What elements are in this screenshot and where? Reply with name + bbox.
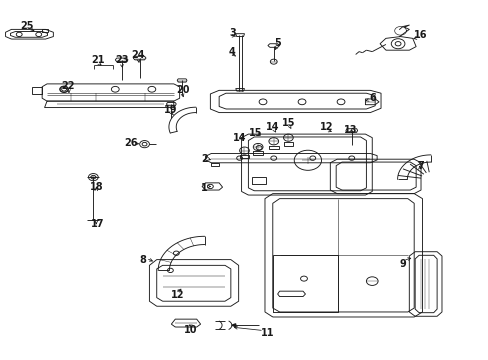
Text: 23: 23 (115, 55, 128, 65)
Text: 17: 17 (90, 219, 104, 229)
Text: 12: 12 (319, 122, 332, 132)
Text: 26: 26 (124, 139, 138, 148)
Text: 1: 1 (201, 183, 207, 193)
Text: 9: 9 (399, 259, 406, 269)
Text: 15: 15 (248, 128, 262, 138)
Text: 6: 6 (368, 93, 375, 103)
Text: 14: 14 (265, 122, 279, 132)
Text: 10: 10 (184, 325, 197, 335)
Text: 13: 13 (344, 125, 357, 135)
Text: 16: 16 (413, 30, 427, 40)
Text: 21: 21 (91, 55, 105, 65)
Text: 24: 24 (131, 50, 144, 60)
Text: 15: 15 (281, 118, 295, 128)
Text: 8: 8 (140, 255, 146, 265)
Text: 12: 12 (170, 291, 183, 301)
Text: 2: 2 (201, 154, 207, 164)
Text: 5: 5 (274, 38, 281, 48)
Text: 22: 22 (61, 81, 75, 91)
Text: 19: 19 (163, 105, 177, 115)
Text: 7: 7 (417, 161, 424, 171)
Text: 11: 11 (261, 328, 274, 338)
Text: 20: 20 (176, 85, 189, 95)
Text: 18: 18 (90, 182, 104, 192)
Text: 3: 3 (228, 28, 235, 38)
Polygon shape (231, 324, 235, 327)
Text: 14: 14 (232, 133, 246, 143)
Text: 4: 4 (228, 46, 235, 57)
Text: 25: 25 (20, 21, 33, 31)
